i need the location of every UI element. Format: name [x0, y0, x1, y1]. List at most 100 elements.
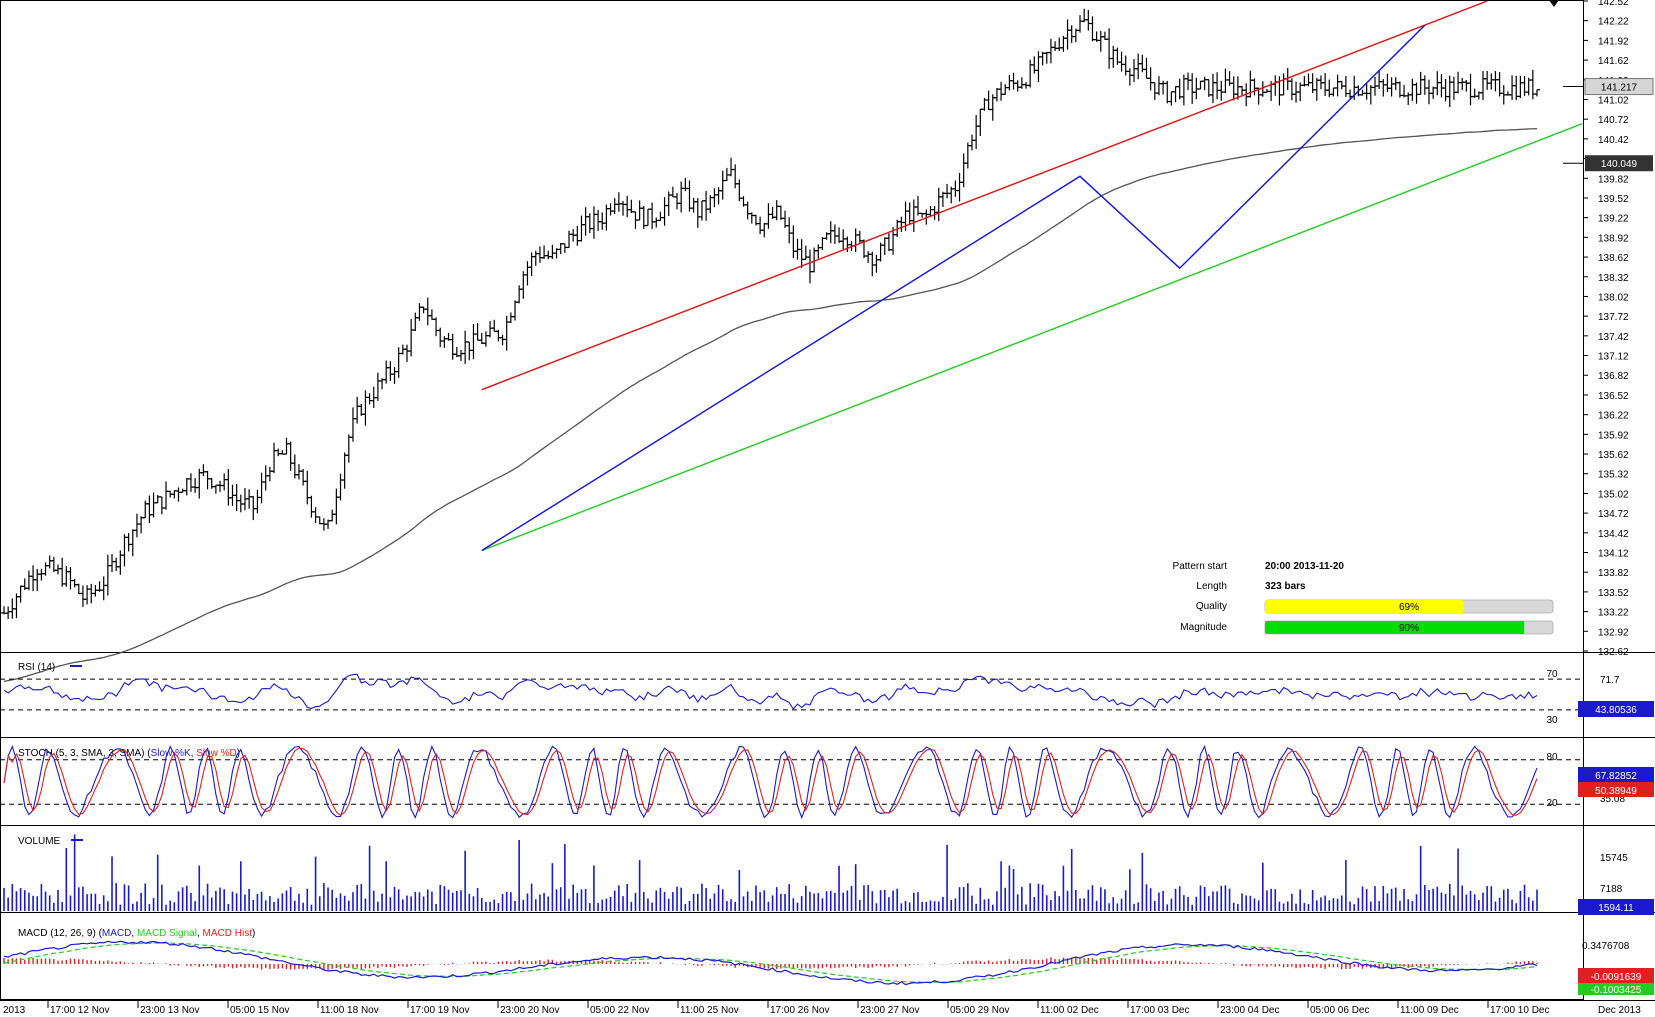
- price-tick-label: 142.22: [1598, 17, 1629, 28]
- ohlc-bar: [715, 187, 722, 205]
- ohlc-bar: [728, 157, 735, 177]
- ohlc-bar: [113, 557, 120, 571]
- ohlc-bar: [898, 216, 905, 232]
- ohlc-bar: [25, 570, 32, 591]
- wedge-lower-line: [481, 123, 1583, 552]
- ohlc-bar: [71, 578, 78, 588]
- ohlc-bar: [952, 180, 959, 197]
- price-tick-label: 132.92: [1598, 627, 1629, 638]
- price-tick-label: 139.52: [1598, 194, 1629, 205]
- ohlc-bar: [512, 300, 518, 321]
- ohlc-bar: [1305, 73, 1312, 87]
- ohlc-bar: [403, 344, 410, 362]
- ohlc-bar: [1018, 77, 1025, 89]
- stoch-d-path: [3, 747, 1538, 817]
- price-tick-label: 138.92: [1598, 233, 1629, 244]
- chart-border: [0, 0, 1584, 1000]
- ohlc-bar: [212, 484, 219, 494]
- price-tick-label: 141.02: [1598, 95, 1629, 106]
- ohlc-bar: [63, 566, 70, 587]
- ohlc-bar: [271, 442, 278, 474]
- ohlc-bar: [819, 237, 826, 251]
- macd-signal-path: [3, 942, 1538, 983]
- ohlc-bar: [221, 473, 228, 491]
- ohlc-bar: [541, 245, 548, 259]
- ohlc-bar: [420, 306, 427, 314]
- ohlc-bar: [590, 206, 597, 239]
- price-tick-label: 139.22: [1598, 214, 1629, 225]
- volume-tick-high: 15745: [1600, 853, 1628, 864]
- ohlc-bar: [146, 495, 153, 524]
- ohlc-bar: [300, 469, 307, 486]
- ohlc-bar: [470, 323, 477, 360]
- ohlc-bar: [5, 606, 12, 620]
- current-price-box: [1584, 78, 1654, 96]
- ohlc-bar: [536, 246, 543, 263]
- price-tick-label: 134.42: [1598, 529, 1629, 540]
- ohlc-bar: [1450, 76, 1457, 100]
- ohlc-bar: [914, 196, 921, 216]
- volume-value: 1594.11: [1598, 903, 1634, 914]
- price-tick-label: 137.72: [1598, 312, 1629, 323]
- time-tick-label: 05:00 15 Nov: [230, 1005, 290, 1016]
- ohlc-bar: [428, 309, 435, 320]
- price-tick-label: 136.22: [1598, 411, 1629, 422]
- pattern-start-label: Pattern start: [1173, 561, 1228, 572]
- ohlc-bar: [586, 213, 593, 234]
- ohlc-bar: [129, 529, 136, 557]
- ohlc-bar: [17, 585, 24, 603]
- ohlc-bar: [703, 191, 710, 221]
- macd-lines: [3, 940, 1538, 986]
- price-tick-label: 140.42: [1598, 135, 1629, 146]
- ohlc-bar: [765, 203, 772, 229]
- ohlc-bar: [163, 481, 170, 510]
- ohlc-bar: [283, 437, 290, 455]
- ohlc-bar: [1189, 73, 1196, 104]
- ohlc-bar: [686, 180, 693, 212]
- ohlc-bar: [1338, 80, 1345, 90]
- ohlc-bar: [42, 562, 49, 576]
- price-tick-label: 142.52: [1598, 0, 1629, 8]
- ma-price-box: [1585, 155, 1653, 172]
- ohlc-bar: [939, 191, 946, 208]
- ohlc-bar: [532, 250, 539, 266]
- macd-signal-label: MACD Signal: [137, 928, 197, 939]
- ohlc-bar: [1164, 80, 1171, 104]
- ohlc-bar: [786, 217, 793, 244]
- ohlc-bar: [1205, 79, 1212, 97]
- time-tick-label: 05:00 06 Dec: [1310, 1005, 1370, 1016]
- ohlc-bar: [495, 329, 502, 342]
- price-tick-label: 132.62: [1598, 647, 1629, 658]
- ohlc-bar: [408, 319, 415, 357]
- ohlc-bar: [1534, 89, 1540, 97]
- ohlc-bar: [1214, 72, 1221, 100]
- ohlc-bar: [100, 576, 107, 601]
- ohlc-bar: [75, 583, 82, 595]
- scroll-marker-icon: [1549, 0, 1559, 7]
- ohlc-bar: [1392, 77, 1399, 91]
- price-tick-label: 137.42: [1598, 332, 1629, 343]
- ohlc-bar: [374, 372, 381, 401]
- ohlc-bar: [595, 209, 602, 232]
- ohlc-bar: [599, 212, 606, 230]
- ohlc-bar: [1509, 75, 1516, 100]
- ohlc-bar: [1459, 77, 1466, 91]
- ohlc-bar: [449, 333, 456, 360]
- ohlc-bar: [806, 249, 813, 284]
- time-tick-label: 2013: [3, 1005, 26, 1016]
- ohlc-bar: [349, 407, 356, 442]
- ohlc-bar: [607, 203, 614, 216]
- ohlc-bar: [1106, 28, 1113, 69]
- macd-comma-2: ,: [197, 928, 203, 939]
- ohlc-bar: [150, 492, 157, 518]
- ohlc-bar: [719, 170, 726, 200]
- ohlc-bar: [117, 550, 124, 575]
- ma-price-label: 140.049: [1601, 159, 1638, 170]
- ohlc-bar: [798, 239, 805, 268]
- ohlc-bar: [1359, 89, 1366, 96]
- rsi-label: RSI (14): [18, 662, 55, 673]
- ohlc-bar: [275, 448, 282, 457]
- price-tick-label: 135.92: [1598, 430, 1629, 441]
- ohlc-bars: [1, 8, 1540, 620]
- ohlc-bar: [329, 509, 336, 522]
